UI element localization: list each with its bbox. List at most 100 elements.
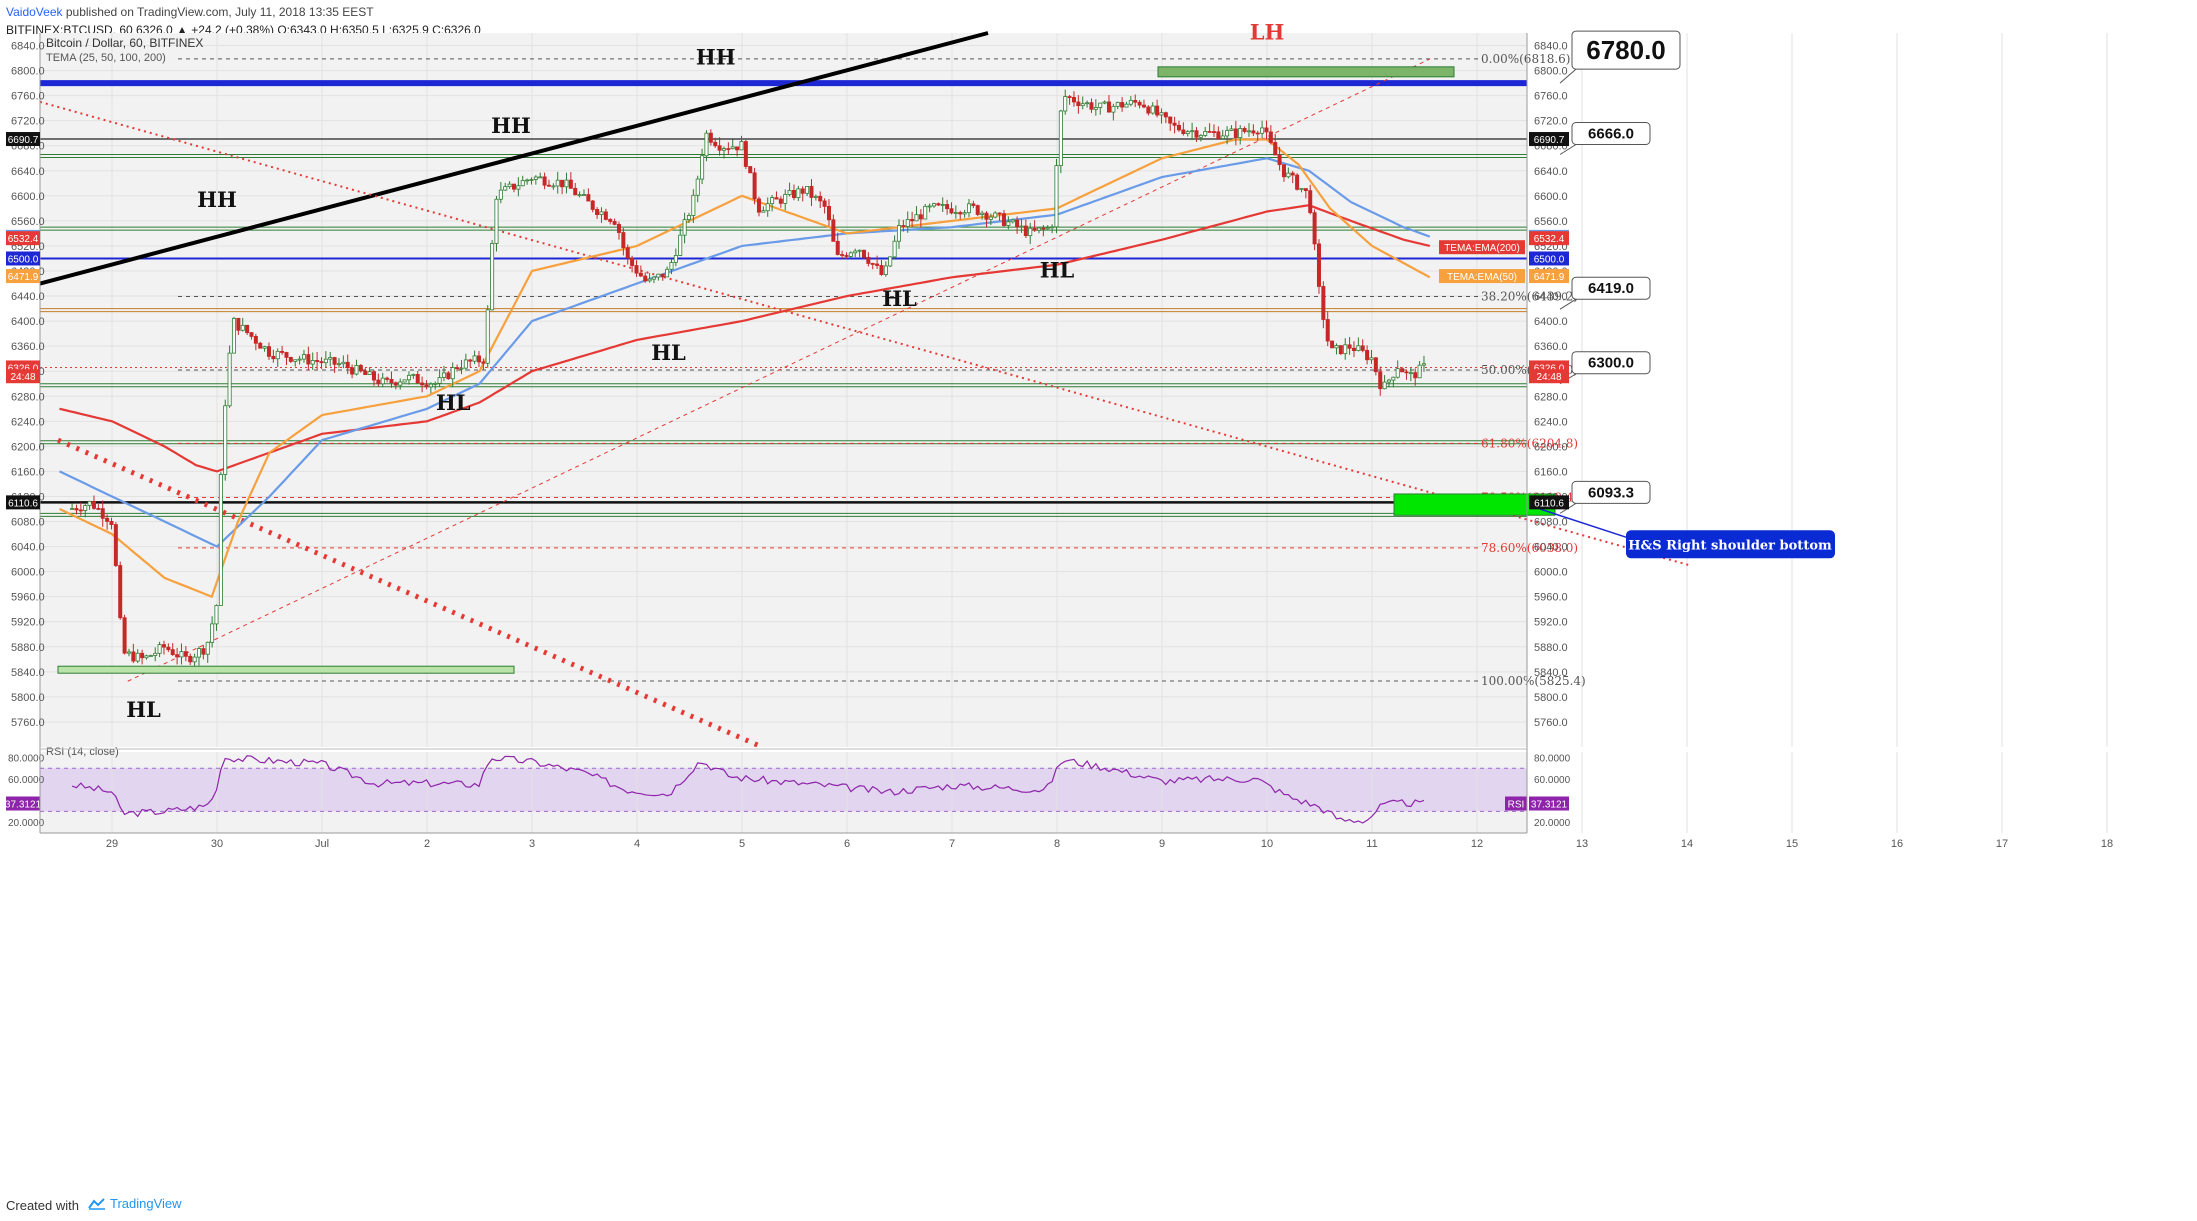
annotation-box[interactable]: H&S Right shoulder bottom	[1539, 508, 1835, 559]
candle-down	[826, 206, 831, 221]
y-tick-right: 6040.0	[1534, 542, 1568, 554]
candle-down	[844, 255, 849, 257]
candle-up	[1395, 368, 1400, 378]
candle-up	[988, 216, 993, 220]
candle-down	[476, 355, 481, 363]
candle-up	[231, 317, 236, 354]
candle-up	[428, 383, 433, 388]
x-tick: 29	[106, 838, 118, 850]
x-tick: 30	[211, 838, 223, 850]
zones[interactable]: H&S Right shoulder bottom	[57, 66, 1835, 674]
candle-up	[1150, 105, 1155, 114]
candle-down	[1015, 219, 1020, 228]
x-tick: 9	[1159, 838, 1165, 850]
candle-up	[297, 358, 302, 361]
candle-down	[188, 655, 193, 663]
y-tick-left: 5920.0	[11, 617, 45, 629]
x-tick: 2	[424, 838, 430, 850]
candle-up	[551, 185, 556, 188]
y-tick-right: 6560.0	[1534, 216, 1568, 228]
candle-up	[494, 198, 499, 244]
tradingview-link[interactable]: TradingView	[88, 1196, 182, 1211]
candle-up	[770, 197, 775, 205]
candle-down	[113, 524, 118, 566]
candle-down	[1321, 286, 1326, 320]
candle-up	[214, 605, 219, 625]
candle-up	[669, 262, 674, 270]
candle-down	[455, 367, 460, 370]
candle-up	[962, 212, 967, 215]
candle-up	[437, 377, 442, 384]
candle-up	[533, 176, 538, 180]
ema200-line	[59, 204, 1431, 473]
candle-down	[1211, 131, 1216, 133]
candle-up	[927, 205, 932, 208]
candle-down	[717, 145, 722, 151]
candle-up	[1085, 102, 1090, 105]
author-link[interactable]: VaidoVeek	[6, 5, 63, 19]
rsi-name-badge-text: RSI	[1508, 800, 1525, 811]
candle-up	[1417, 364, 1422, 379]
candle-up	[472, 355, 477, 362]
candle-up	[1299, 188, 1304, 190]
candle-up	[520, 180, 525, 187]
candle-up	[695, 178, 700, 196]
candle-up	[538, 176, 543, 179]
candle-down	[910, 219, 915, 222]
callout-text: 6300.0	[1588, 355, 1634, 372]
candle-down	[170, 649, 175, 656]
left-badge-bg	[6, 269, 40, 284]
candle-down	[288, 356, 293, 362]
pattern-label: HL	[436, 390, 471, 415]
y-tick-right: 5920.0	[1534, 617, 1568, 629]
y-tick-right: 6360.0	[1534, 341, 1568, 353]
candle-up	[1190, 130, 1195, 133]
candle-up	[463, 359, 468, 369]
candle-up	[1098, 102, 1103, 108]
candle-down	[1023, 225, 1028, 237]
candle-down	[1290, 172, 1295, 176]
rsi-tick-left: 80.0000	[8, 753, 45, 764]
candle-up	[813, 195, 818, 198]
fib-label: 61.80%(6204.8)	[1481, 436, 1578, 450]
annotation-pointer	[1539, 508, 1627, 538]
candle-down	[713, 141, 718, 147]
candle-up	[196, 648, 201, 658]
candle-down	[800, 188, 805, 194]
candle-down	[546, 184, 551, 187]
candle-down	[122, 617, 127, 654]
candle-down	[1181, 129, 1186, 135]
candle-down	[971, 203, 976, 206]
candle-down	[183, 651, 188, 657]
y-tick-right: 6200.0	[1534, 441, 1568, 453]
candle-down	[271, 355, 276, 360]
y-tick-right: 6240.0	[1534, 416, 1568, 428]
y-tick-left: 6440.0	[11, 291, 45, 303]
candle-up	[647, 278, 652, 282]
created-with-text: Created with	[6, 1198, 79, 1213]
candle-down	[1089, 102, 1094, 110]
candle-up	[1260, 127, 1265, 134]
candle-down	[625, 247, 630, 259]
candles	[70, 89, 1426, 668]
pattern-label: HL	[126, 697, 161, 722]
candle-down	[778, 198, 783, 204]
candle-up	[993, 212, 998, 218]
candle-up	[262, 346, 267, 349]
y-tick-left: 6040.0	[11, 542, 45, 554]
rising-trendline	[39, 31, 989, 286]
y-tick-left: 6240.0	[11, 416, 45, 428]
candle-up	[148, 655, 153, 657]
left-badge-text: 6532.4	[8, 234, 39, 245]
candle-down	[1001, 213, 1006, 226]
trendlines[interactable]	[39, 31, 1691, 750]
y-tick-right: 6600.0	[1534, 191, 1568, 203]
candle-down	[446, 372, 451, 380]
y-tick-left: 6400.0	[11, 316, 45, 328]
candle-down	[875, 263, 880, 266]
price-callouts[interactable]: 6780.0 6666.0 6419.0 6300.0 6093.3	[1559, 30, 1681, 514]
candle-up	[896, 225, 901, 242]
x-tick: 5	[739, 838, 745, 850]
callout-pointer	[1559, 144, 1577, 155]
